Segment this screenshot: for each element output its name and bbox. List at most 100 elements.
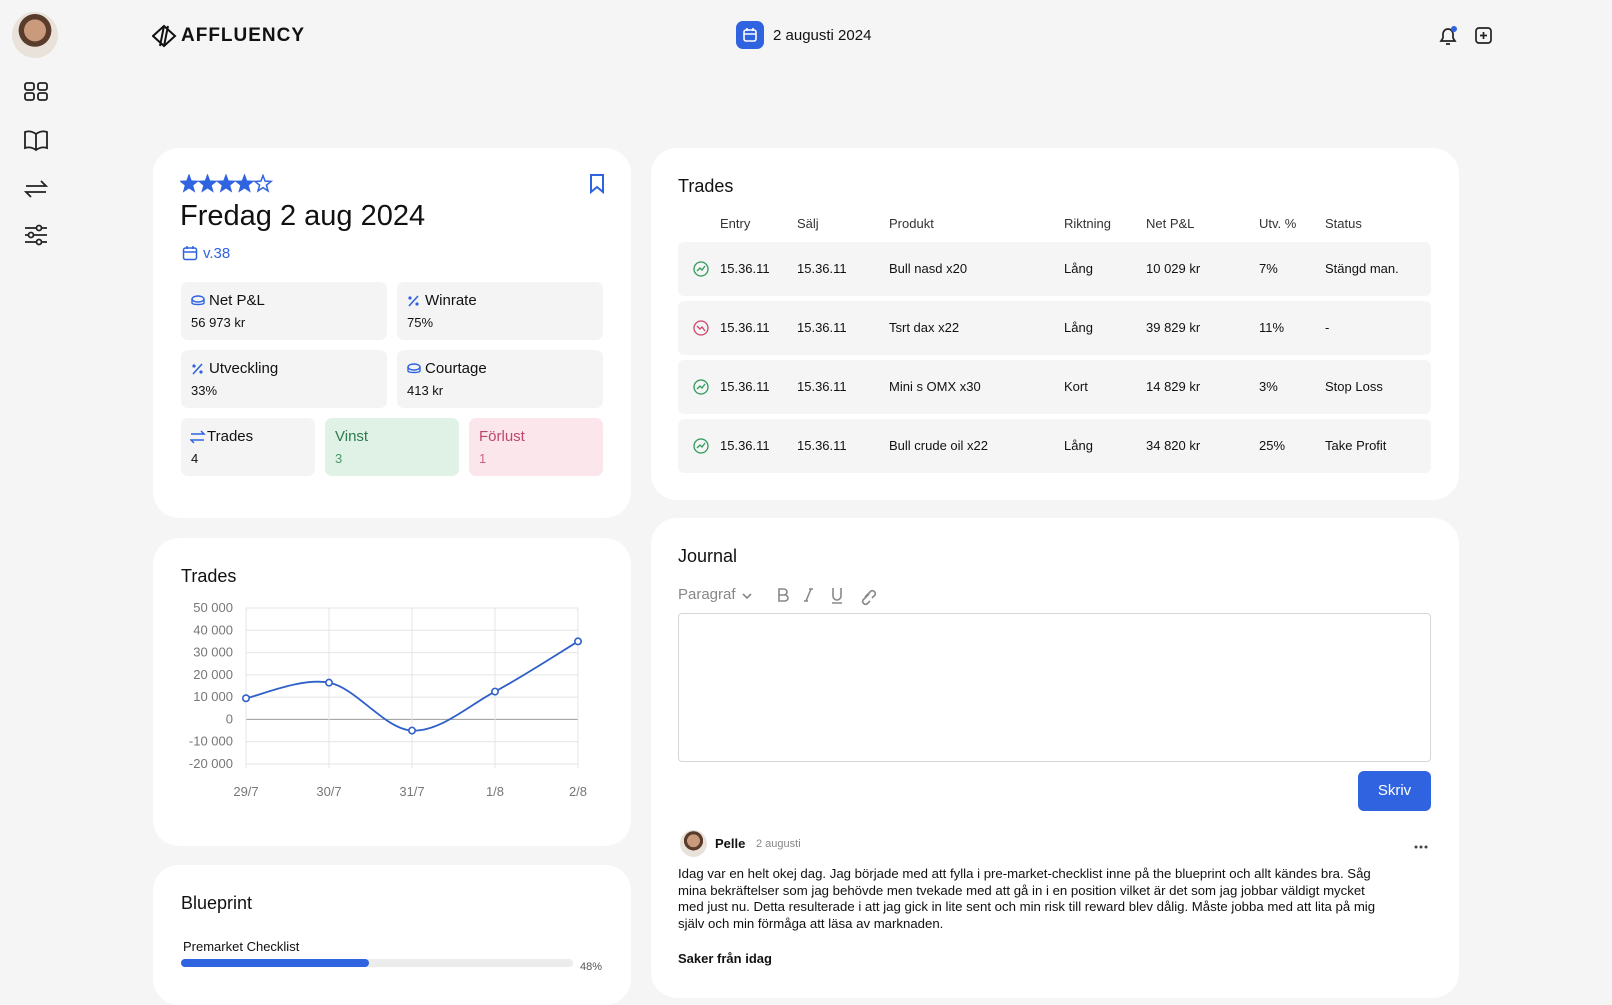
y-tick-label: 10 000: [193, 689, 233, 704]
stat-label: Net P&L: [209, 292, 265, 309]
table-cell: Mini s OMX x30: [889, 379, 981, 394]
stat-value: 56 973 kr: [191, 315, 246, 330]
logo-mark: [152, 24, 177, 48]
entry-subheading: Saker från idag: [678, 951, 772, 966]
column-header: Net P&L: [1146, 216, 1195, 231]
table-cell: 10 029 kr: [1146, 261, 1201, 276]
trade-row[interactable]: 15.36.11 15.36.11 Mini s OMX x30 Kort 14 829…: [678, 360, 1431, 414]
table-cell: Stop Loss: [1325, 379, 1383, 394]
italic-button[interactable]: [804, 588, 813, 602]
table-cell: 14 829 kr: [1146, 379, 1201, 394]
progress-fill: [181, 959, 370, 967]
column-header: Utv. %: [1259, 216, 1297, 231]
x-tick-label: 1/8: [486, 784, 504, 799]
format-select[interactable]: Paragraf: [678, 586, 736, 603]
line-chart: 50 000 40 000 30 000 20 000 10 000 0 -10 000 -2…: [189, 600, 587, 799]
entry-menu[interactable]: [1412, 842, 1432, 852]
trade-row[interactable]: 15.36.11 15.36.11 Bull crude oil x22 Lång 34…: [678, 419, 1431, 473]
journal-title: Journal: [678, 546, 738, 566]
table-cell: 15.36.11: [720, 261, 770, 276]
point: [325, 678, 334, 687]
table-cell: 15.36.11: [797, 379, 847, 394]
table-cell: 15.36.11: [797, 438, 847, 453]
star: [234, 174, 255, 193]
journal-editor[interactable]: [678, 613, 1431, 762]
y-tick-label: 40 000: [193, 622, 233, 637]
x-tick-label: 30/7: [316, 784, 341, 799]
stat-box: Courtage 413 kr: [397, 350, 603, 408]
table-cell: Lång: [1064, 438, 1093, 453]
app: AFFLUENCY 2 augusti 2024 Fredag 2 aug 20…: [12, 12, 1492, 973]
count-box: Vinst 3: [325, 418, 459, 476]
y-tick-label: 30 000: [193, 645, 233, 660]
trade-row[interactable]: 15.36.11 15.36.11 Bull nasd x20 Lång 10 029 …: [678, 242, 1431, 296]
format-dropdown-icon[interactable]: [742, 593, 752, 600]
table-cell: 3%: [1259, 379, 1278, 394]
link-button[interactable]: [861, 589, 877, 606]
notifications-icon[interactable]: [1439, 26, 1457, 45]
entry-date: 2 augusti: [756, 838, 801, 850]
settings-icon[interactable]: [25, 224, 47, 246]
table-cell: 15.36.11: [720, 438, 770, 453]
author-avatar: [680, 830, 707, 857]
point: [408, 726, 417, 735]
table-cell: -: [1325, 320, 1330, 335]
checklist-label: Premarket Checklist: [183, 939, 300, 954]
count-value: 3: [335, 451, 343, 466]
y-tick-label: -20 000: [189, 756, 233, 771]
trade-row[interactable]: 15.36.11 15.36.11 Tsrt dax x22 Lång 39 829 k…: [678, 301, 1431, 355]
point: [242, 694, 251, 703]
table-cell: Tsrt dax x22: [889, 320, 960, 335]
table-cell: 15.36.11: [797, 261, 847, 276]
entry-author: Pelle: [715, 836, 746, 851]
stat-label: Courtage: [425, 360, 487, 377]
journal-icon[interactable]: [24, 130, 48, 152]
header-actions: [1439, 26, 1492, 45]
current-date: 2 augusti 2024: [773, 27, 872, 44]
table-cell: 39 829 kr: [1146, 320, 1201, 335]
week: v.38: [203, 245, 231, 262]
count-box: Trades 4: [181, 418, 315, 476]
column-header: Produkt: [889, 216, 934, 231]
x-tick-label: 29/7: [233, 784, 258, 799]
column-header: Status: [1325, 216, 1362, 231]
dashboard-icon[interactable]: [24, 82, 48, 101]
point: [573, 637, 582, 646]
progress-track: [181, 959, 573, 967]
user-avatar[interactable]: [12, 12, 58, 58]
sidebar-nav: [24, 82, 49, 246]
star: [180, 174, 200, 193]
stat-label: Winrate: [425, 292, 477, 309]
bold-button[interactable]: [778, 588, 789, 602]
table-cell: 15.36.11: [797, 320, 847, 335]
y-tick-label: 50 000: [193, 600, 233, 615]
bookmark-icon[interactable]: [587, 173, 607, 195]
column-header: Riktning: [1064, 216, 1111, 231]
calendar-button[interactable]: [736, 21, 764, 49]
table-cell: Kort: [1064, 379, 1088, 394]
x-tick-label: 2/8: [569, 784, 587, 799]
count-value: 1: [479, 451, 487, 466]
underline-button[interactable]: [832, 588, 842, 604]
stat-box: Utveckling 33%: [181, 350, 387, 408]
editor-toolbar: [742, 588, 877, 606]
trades-icon[interactable]: [24, 180, 49, 198]
stat-value: 413 kr: [407, 383, 444, 398]
table-cell: Lång: [1064, 320, 1093, 335]
stat-label: Utveckling: [209, 360, 279, 377]
stat-icon: [192, 363, 203, 375]
entry-text: Idag var en helt okej dag. Jag började m…: [678, 866, 1376, 931]
day-title: Fredag 2 aug 2024: [180, 200, 426, 232]
star: [252, 174, 274, 193]
table-cell: 15.36.11: [720, 320, 770, 335]
stat-icon: [408, 295, 419, 307]
submit-button[interactable]: Skriv: [1358, 771, 1431, 811]
table-cell: Lång: [1064, 261, 1093, 276]
x-tick-label: 31/7: [399, 784, 424, 799]
stat-icon: [191, 295, 205, 306]
table-cell: 34 820 kr: [1146, 438, 1201, 453]
blueprint-card: [153, 865, 631, 1005]
stat-box: Net P&L 56 973 kr: [181, 282, 387, 340]
add-icon[interactable]: [1475, 27, 1492, 44]
y-tick-label: 0: [226, 711, 233, 726]
